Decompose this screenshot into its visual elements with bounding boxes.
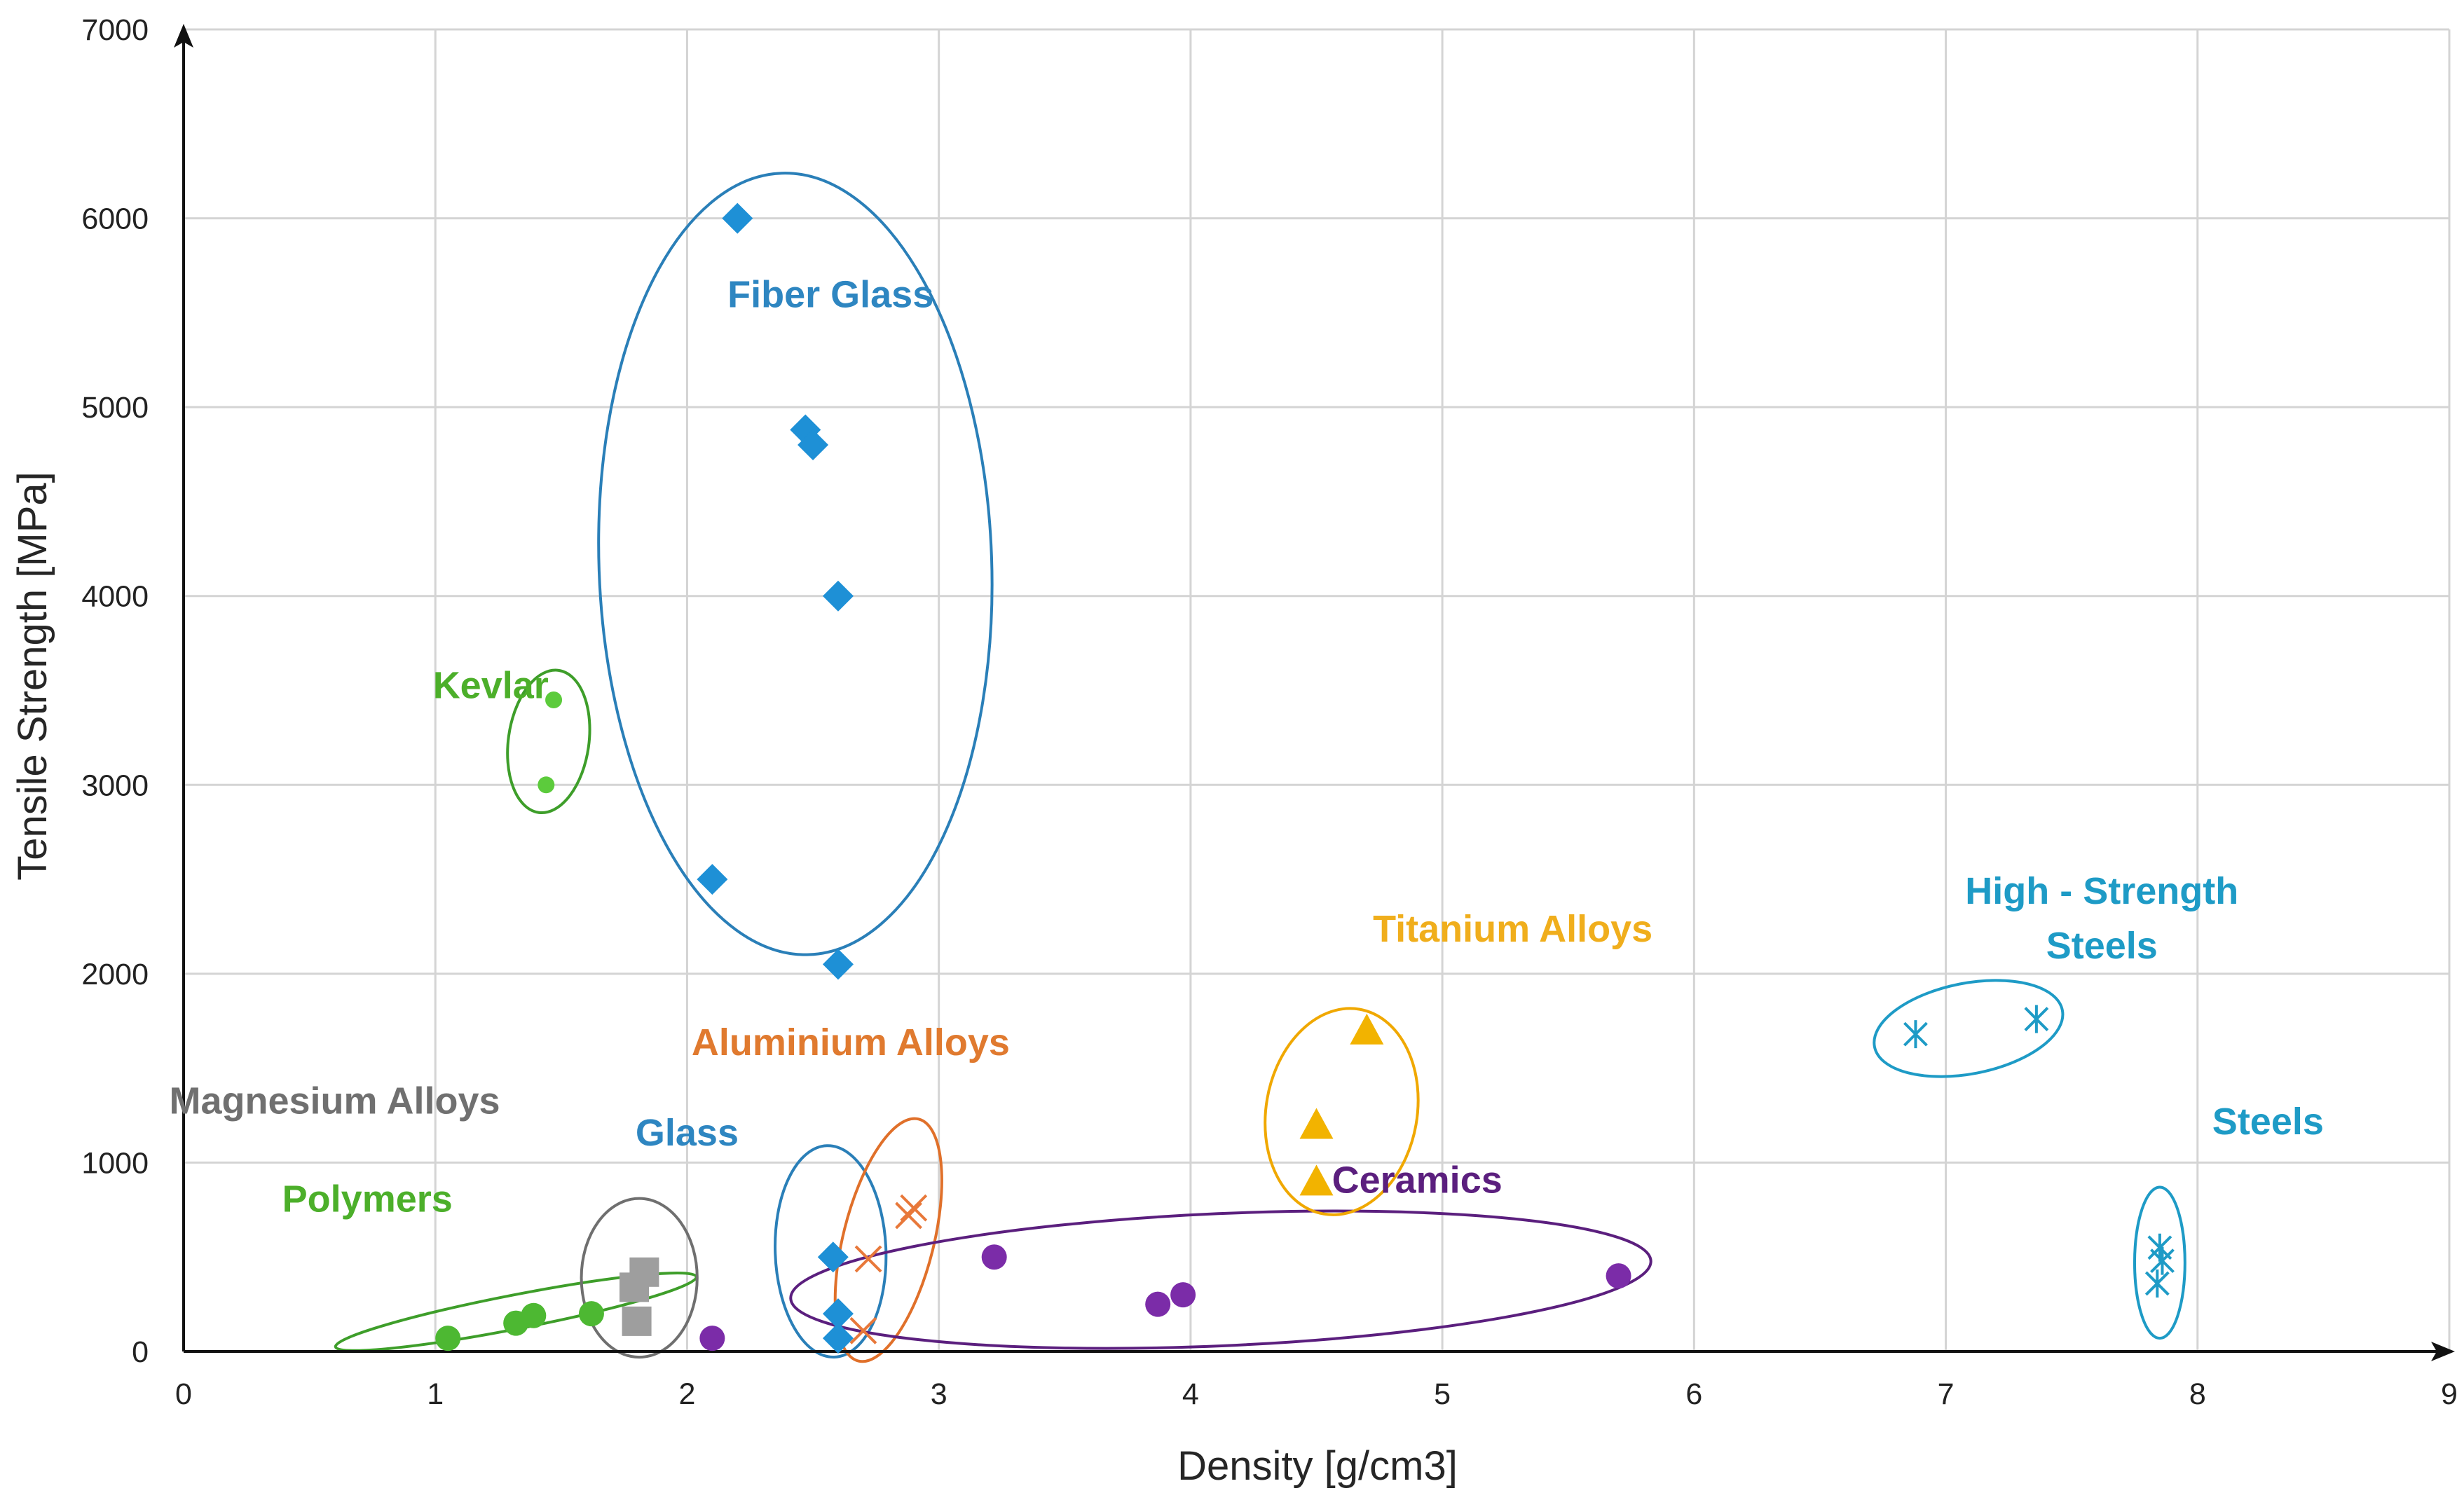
y-axis-arrow bbox=[174, 24, 193, 48]
point-titanium-alloys-1 bbox=[1299, 1108, 1334, 1139]
ellipse-aluminium-alloys bbox=[833, 1117, 943, 1363]
label-high-strength-steels-line-2: Steels bbox=[2046, 925, 2158, 967]
label-titanium-alloys: Titanium Alloys bbox=[1373, 908, 1652, 950]
y-tick-label-0: 0 bbox=[132, 1335, 149, 1369]
y-tick-label-7000: 7000 bbox=[81, 13, 149, 47]
x-axis-arrow bbox=[2431, 1342, 2455, 1361]
point-high-strength-steels-1 bbox=[1903, 1020, 1928, 1049]
x-tick-label-9: 9 bbox=[2441, 1377, 2458, 1411]
y-axis-title: Tensile Strength [MPa] bbox=[10, 472, 55, 881]
x-tick-label-1: 1 bbox=[427, 1377, 444, 1411]
point-polymers-1 bbox=[435, 1326, 461, 1351]
x-tick-label-0: 0 bbox=[175, 1377, 192, 1411]
point-ceramics-3 bbox=[1145, 1291, 1171, 1317]
y-tick-labels: 0 1000 2000 3000 4000 5000 6000 7000 bbox=[81, 13, 149, 1369]
label-polymers: Polymers bbox=[282, 1178, 453, 1220]
y-tick-label-1000: 1000 bbox=[81, 1146, 149, 1180]
ellipse-glass bbox=[774, 1144, 888, 1359]
point-titanium-alloys-2 bbox=[1299, 1164, 1334, 1196]
point-magnesium-alloys-2 bbox=[629, 1257, 659, 1287]
label-glass: Glass bbox=[636, 1112, 739, 1154]
label-aluminium-alloys: Aluminium Alloys bbox=[692, 1021, 1010, 1064]
point-aluminium-alloys-3 bbox=[895, 1202, 922, 1230]
point-aluminium-alloys-4 bbox=[849, 1316, 877, 1344]
point-steels-3 bbox=[2144, 1269, 2170, 1298]
point-fiber-glass-4 bbox=[822, 580, 854, 612]
x-tick-label-5: 5 bbox=[1434, 1377, 1451, 1411]
point-ceramics-4 bbox=[1170, 1282, 1196, 1308]
point-glass-3 bbox=[822, 1323, 854, 1354]
x-axis-title: Density [g/cm3] bbox=[1177, 1443, 1458, 1489]
label-fiber-glass: Fiber Glass bbox=[727, 273, 933, 315]
y-tick-label-5000: 5000 bbox=[81, 391, 149, 425]
point-glass-1 bbox=[817, 1241, 849, 1273]
point-aluminium-alloys-1 bbox=[854, 1245, 882, 1273]
label-ceramics: Ceramics bbox=[1332, 1160, 1503, 1202]
point-fiber-glass-3 bbox=[798, 429, 829, 461]
point-polymers-4 bbox=[578, 1301, 604, 1327]
ellipse-high-strength-steels bbox=[1873, 979, 2065, 1078]
point-ceramics-5 bbox=[1606, 1263, 1631, 1289]
point-aluminium-alloys-2 bbox=[900, 1194, 928, 1222]
point-steels-2 bbox=[2150, 1246, 2175, 1275]
ellipse-titanium-alloys bbox=[1264, 1007, 1420, 1216]
grid-lines bbox=[184, 28, 2451, 1351]
point-fiber-glass-6 bbox=[822, 949, 854, 980]
ellipse-ceramics bbox=[789, 1209, 1652, 1350]
label-kevlar: Kevlar bbox=[433, 664, 549, 706]
group-labels: Fiber Glass Kevlar Polymers Magnesium Alloy… bbox=[169, 273, 2323, 1220]
x-tick-label-6: 6 bbox=[1685, 1377, 1702, 1411]
point-kevlar-2 bbox=[538, 776, 555, 794]
point-kevlar-1 bbox=[545, 691, 563, 708]
ellipse-steels bbox=[2133, 1185, 2186, 1340]
label-high-strength-steels-line-1: High - Strength bbox=[1965, 870, 2238, 912]
point-high-strength-steels-2 bbox=[2024, 1005, 2049, 1033]
point-ceramics-2 bbox=[981, 1244, 1007, 1270]
label-magnesium-alloys: Magnesium Alloys bbox=[169, 1080, 500, 1122]
y-tick-label-6000: 6000 bbox=[81, 202, 149, 236]
label-steels: Steels bbox=[2212, 1101, 2324, 1143]
y-tick-label-2000: 2000 bbox=[81, 958, 149, 991]
point-titanium-alloys-3 bbox=[1350, 1013, 1384, 1045]
point-glass-2 bbox=[822, 1298, 854, 1330]
data-markers bbox=[435, 202, 2175, 1354]
x-tick-label-3: 3 bbox=[931, 1377, 947, 1411]
ellipse-kevlar bbox=[506, 668, 591, 815]
y-tick-label-4000: 4000 bbox=[81, 580, 149, 614]
ellipse-fiber-glass bbox=[597, 172, 994, 956]
point-ceramics-1 bbox=[699, 1326, 725, 1351]
x-tick-labels: 0 1 2 3 4 5 6 7 8 9 bbox=[175, 1377, 2458, 1411]
point-polymers-3 bbox=[521, 1302, 547, 1328]
point-fiber-glass-1 bbox=[722, 202, 753, 234]
point-fiber-glass-5 bbox=[697, 864, 728, 895]
x-tick-label-7: 7 bbox=[1938, 1377, 1955, 1411]
point-magnesium-alloys-3 bbox=[622, 1306, 652, 1336]
x-tick-label-4: 4 bbox=[1182, 1377, 1199, 1411]
axes bbox=[174, 24, 2455, 1361]
y-tick-label-3000: 3000 bbox=[81, 769, 149, 802]
x-tick-label-8: 8 bbox=[2189, 1377, 2206, 1411]
x-tick-label-2: 2 bbox=[678, 1377, 695, 1411]
ellipse-magnesium-alloys bbox=[580, 1197, 699, 1359]
group-ellipses bbox=[334, 172, 2186, 1363]
